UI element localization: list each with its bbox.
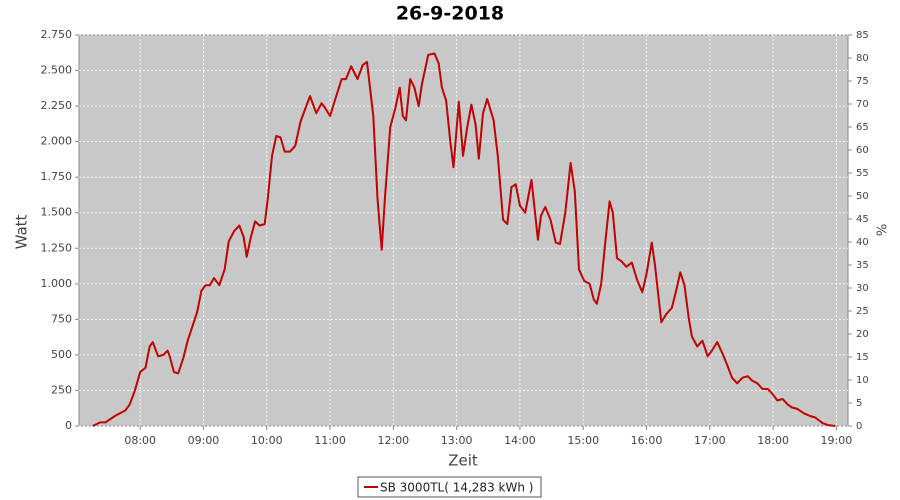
y2-tick-label: 5 [856, 398, 862, 409]
y-tick-label: 1.250 [41, 241, 73, 254]
x-tick-label: 19:00 [821, 434, 853, 447]
y2-tick-label: 80 [856, 53, 869, 64]
x-tick-label: 18:00 [757, 434, 789, 447]
y-tick-label: 2.750 [41, 28, 73, 41]
x-tick-label: 15:00 [567, 434, 599, 447]
x-tick-label: 16:00 [631, 434, 663, 447]
x-tick-label: 17:00 [694, 434, 726, 447]
y-tick-label: 1.000 [41, 277, 73, 290]
y2-tick-label: 45 [856, 214, 869, 225]
y2-tick-label: 50 [856, 191, 869, 202]
x-tick-label: 13:00 [441, 434, 473, 447]
x-tick-label: 11:00 [314, 434, 346, 447]
y2-tick-label: 75 [856, 76, 869, 87]
legend [357, 476, 542, 498]
y-tick-label: 0 [65, 419, 72, 432]
y2-tick-label: 60 [856, 145, 869, 156]
y-axis-label: Watt [13, 214, 31, 249]
x-tick-label: 10:00 [251, 434, 283, 447]
x-tick-label: 08:00 [124, 434, 156, 447]
y2-tick-label: 35 [856, 260, 869, 271]
y-tick-label: 2.250 [41, 99, 73, 112]
y-tick-label: 1.500 [41, 206, 73, 219]
data-line [92, 52, 836, 427]
x-axis-label: Zeit [448, 452, 478, 470]
y2-tick-label: 10 [856, 375, 869, 386]
x-tick-label: 12:00 [377, 434, 409, 447]
y-tick-label: 2.000 [41, 135, 73, 148]
y2-tick-label: 15 [856, 352, 869, 363]
y2-tick-label: 55 [856, 168, 869, 179]
y-tick-label: 250 [51, 383, 72, 396]
plot-area [78, 34, 849, 427]
y2-tick-label: 65 [856, 122, 869, 133]
y-tick-label: 500 [51, 348, 72, 361]
y-tick-label: 750 [51, 312, 72, 325]
y2-tick-label: 40 [856, 237, 869, 248]
y2-tick-label: 70 [856, 99, 869, 110]
y-tick-label: 2.500 [41, 64, 73, 77]
y2-tick-label: 30 [856, 283, 869, 294]
y-tick-label: 1.750 [41, 170, 73, 183]
y2-tick-label: 85 [856, 30, 869, 41]
chart-title: 26-9-2018 [396, 3, 504, 25]
y2-tick-label: 0 [856, 421, 862, 432]
layer: 02505007501.0001.2501.5001.7502.0002.250… [41, 28, 869, 447]
x-tick-label: 14:00 [504, 434, 536, 447]
legend-label: SB 3000TL( 14,283 kWh ) [380, 481, 533, 495]
y2-tick-label: 25 [856, 306, 869, 317]
x-tick-label: 09:00 [188, 434, 220, 447]
y2-axis-label: % [876, 224, 891, 236]
y2-tick-label: 20 [856, 329, 869, 340]
